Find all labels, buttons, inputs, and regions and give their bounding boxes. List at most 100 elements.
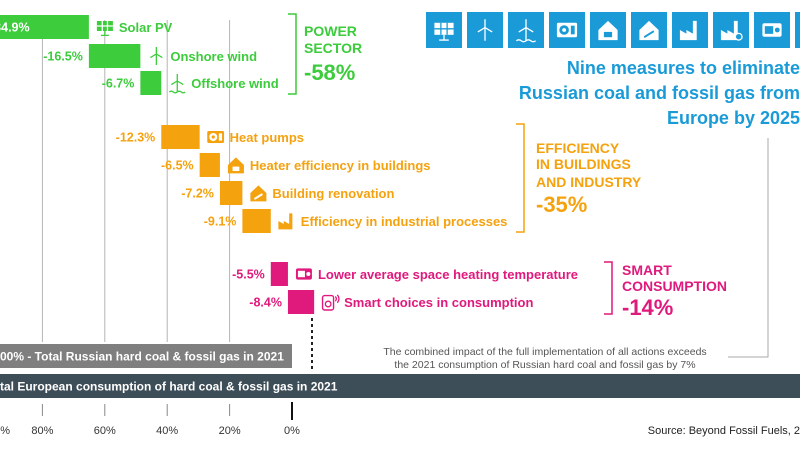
bar: [140, 71, 162, 95]
house-renovation-icon: [639, 20, 659, 41]
smart-meter-icon-stroke: [334, 294, 340, 304]
bar: [161, 125, 200, 149]
thermostat-icon: [295, 268, 312, 280]
thermostat-icon: [762, 23, 782, 37]
factory-gear-icon-building: [720, 20, 738, 41]
group-name-line: CONSUMPTION: [622, 278, 727, 294]
smart-meter-icon-body: [321, 294, 335, 311]
note-line: The combined impact of the full implemen…: [383, 346, 706, 358]
bar: [0, 15, 89, 39]
wind-turbine-icon: [150, 47, 163, 65]
bar: [88, 44, 141, 68]
group-name-line: AND INDUSTRY: [536, 174, 642, 190]
bar-category-label: Heater efficiency in buildings: [250, 158, 431, 173]
house-renovation-icon-hammer: [253, 193, 263, 200]
heat-pump-icon-grill: [570, 25, 575, 35]
factory-gear-icon-gear: [734, 32, 743, 41]
house-heater-icon: [227, 157, 244, 174]
note-line: the 2021 consumption of Russian hard coa…: [394, 359, 695, 371]
chart-title-line: Nine measures to eliminate: [567, 58, 800, 78]
bar-category-label: Building renovation: [272, 186, 394, 201]
bar-value-label: -16.5%: [43, 50, 83, 64]
thermostat-icon-screen: [764, 26, 774, 34]
offshore-wind-icon: [515, 19, 537, 43]
factory-icon: [278, 213, 293, 230]
house-heater-icon-house: [227, 157, 244, 174]
group-bracket: [604, 261, 613, 315]
thermostat-icon-knob: [306, 272, 311, 276]
factory-icon-building: [679, 20, 697, 41]
bar-value-label: -9.1%: [204, 215, 237, 229]
group-total: -58%: [304, 60, 355, 85]
bar-value-label: -5.5%: [232, 268, 265, 282]
x-tick-label: 20%: [219, 425, 241, 437]
bar: [219, 181, 243, 205]
bar-category-label: Efficiency in industrial processes: [301, 214, 508, 229]
bar: [199, 153, 220, 177]
group-name-line: SMART: [622, 262, 672, 278]
house-renovation-icon-hammer: [643, 30, 655, 39]
offshore-wind-icon-stroke: [168, 90, 186, 94]
bar-value-label: -34.9%: [0, 21, 30, 35]
source-text: Source: Beyond Fossil Fuels, 2: [648, 425, 800, 437]
offshore-wind-icon-stroke: [170, 74, 184, 86]
group-total: -14%: [622, 295, 673, 320]
heat-pump-icon-hub: [562, 28, 567, 32]
bar-category-label: Solar PV: [119, 20, 173, 35]
bar-category-label: Heat pumps: [230, 130, 304, 145]
house-renovation-icon-house: [250, 185, 267, 202]
house-renovation-icon-house: [639, 20, 659, 41]
x-tick-label: 80%: [31, 425, 53, 437]
smart-meter-icon-dial: [324, 300, 332, 308]
house-heater-icon: [598, 20, 618, 41]
bar: [270, 262, 288, 286]
bar-category-label: Offshore wind: [191, 76, 278, 91]
bar-value-label: -12.3%: [116, 131, 156, 145]
solar-panel-icon-stroke: [439, 34, 449, 41]
solar-panel-icon-stroke: [96, 21, 113, 31]
house-heater-icon-heater: [232, 166, 240, 171]
group-name-line: SECTOR: [304, 40, 362, 56]
x-tick-label: 60%: [94, 425, 116, 437]
factory-gear-icon: [720, 20, 743, 41]
bar-value-label: -7.2%: [181, 187, 214, 201]
factory-icon-building: [278, 213, 293, 230]
smart-meter-icon: [321, 294, 340, 311]
group-name-line: EFFICIENCY: [536, 140, 620, 156]
icon-tile: [672, 12, 708, 48]
icon-strip: [426, 12, 800, 48]
thermostat-icon-knob: [774, 27, 780, 33]
offshore-wind-icon: [168, 74, 186, 94]
factory-icon: [679, 20, 697, 41]
house-renovation-icon: [250, 185, 267, 202]
bar-value-label: -6.7%: [102, 77, 135, 91]
bar-category-label: Onshore wind: [170, 49, 257, 64]
bar: [287, 290, 315, 314]
heat-pump-icon-grill: [218, 133, 223, 141]
bar-category-label: Lower average space heating temperature: [318, 267, 578, 282]
total-russian-bar-label: 00% - Total Russian hard coal & fossil g…: [0, 350, 284, 364]
bar: [242, 209, 271, 233]
heat-pump-icon: [556, 22, 578, 38]
wind-turbine-icon-stroke: [477, 19, 493, 33]
group-bracket: [288, 13, 297, 95]
wind-turbine-icon: [477, 19, 493, 41]
group-total: -35%: [536, 192, 587, 217]
house-heater-icon-heater: [603, 31, 613, 38]
note-connector: [728, 138, 769, 358]
x-tick-label: 40%: [156, 425, 178, 437]
house-heater-icon-house: [598, 20, 618, 41]
group-name-line: IN BUILDINGS: [536, 156, 631, 172]
eu-consumption-bar-label: tal European consumption of hard coal & …: [0, 380, 338, 394]
bar-value-label: -6.5%: [161, 159, 194, 173]
chart-title-line: Russian coal and fossil gas from: [519, 83, 800, 103]
chart-title-line: Europe by 2025: [667, 108, 800, 128]
group-bracket: [516, 123, 525, 233]
solar-panel-icon: [434, 22, 454, 41]
total-russian-bar: [0, 344, 292, 368]
wind-turbine-icon-stroke: [150, 47, 163, 59]
solar-panel-icon-stroke: [434, 22, 454, 35]
eu-consumption-bar: [0, 374, 800, 398]
icon-tile: [795, 12, 800, 48]
x-tick-label: 0%: [284, 425, 300, 437]
